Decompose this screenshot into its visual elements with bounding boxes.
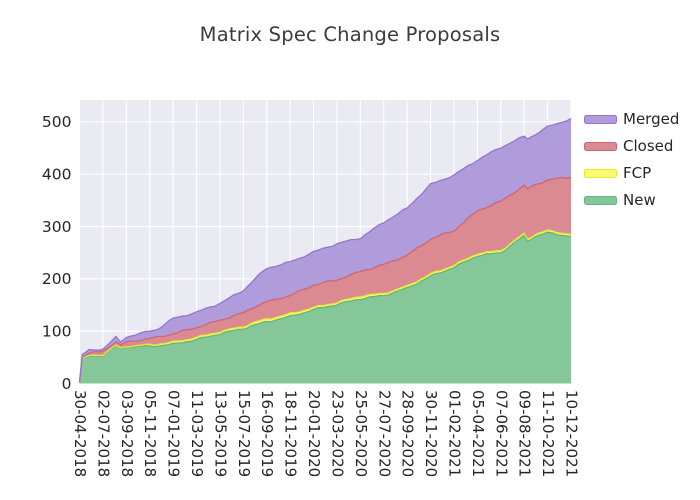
chart-title: Matrix Spec Change Proposals xyxy=(199,23,501,46)
x-tick-label: 18-11-2019 xyxy=(282,390,300,477)
legend-item-merged: Merged xyxy=(584,106,679,133)
x-tick-label: 15-07-2019 xyxy=(235,390,253,477)
y-tick-label: 100 xyxy=(42,322,72,340)
x-tick-label: 01-02-2021 xyxy=(445,390,463,477)
legend-swatch-closed-icon xyxy=(584,142,617,151)
x-tick-label: 03-09-2018 xyxy=(118,390,136,477)
legend-label-fcp: FCP xyxy=(623,164,652,182)
x-tick-label: 27-07-2020 xyxy=(375,390,393,477)
boundary-line-closed xyxy=(78,176,572,383)
x-tick-label: 28-09-2020 xyxy=(399,390,417,477)
legend-item-new: New xyxy=(584,187,679,214)
x-tick-label: 10-12-2021 xyxy=(563,390,581,477)
y-tick-label: 0 xyxy=(62,375,72,393)
legend-label-new: New xyxy=(623,191,656,209)
x-tick-label: 07-01-2019 xyxy=(165,390,183,477)
x-tick-label: 05-11-2018 xyxy=(141,390,159,477)
boundary-line-merged xyxy=(78,118,572,383)
legend-swatch-new-icon xyxy=(584,196,617,205)
x-tick-label: 13-05-2019 xyxy=(211,390,229,477)
x-tick-label: 16-09-2019 xyxy=(258,390,276,477)
legend-label-closed: Closed xyxy=(623,137,674,155)
x-tick-label: 02-07-2018 xyxy=(94,390,112,477)
x-tick-label: 30-04-2018 xyxy=(71,390,89,477)
y-tick-label: 400 xyxy=(42,165,72,183)
x-tick-label: 23-03-2020 xyxy=(328,390,346,477)
x-tick-label: 20-01-2020 xyxy=(305,390,323,477)
x-tick-label: 09-08-2021 xyxy=(516,390,534,477)
area-band-closed xyxy=(79,177,571,383)
legend-item-closed: Closed xyxy=(584,133,679,160)
x-tick-label: 30-11-2020 xyxy=(422,390,440,477)
x-tick-label: 25-05-2020 xyxy=(352,390,370,477)
x-tick-label: 11-03-2019 xyxy=(188,390,206,477)
y-tick-label: 200 xyxy=(42,270,72,288)
y-tick-label: 300 xyxy=(42,218,72,236)
area-band-merged xyxy=(79,118,571,383)
y-tick-label: 500 xyxy=(42,113,72,131)
x-tick-label: 11-10-2021 xyxy=(539,390,557,477)
legend: Merged Closed FCP New xyxy=(584,106,679,214)
x-tick-label: 05-04-2021 xyxy=(469,390,487,477)
legend-label-merged: Merged xyxy=(623,110,680,128)
boundary-line-new xyxy=(78,231,572,383)
boundary-line-fcp xyxy=(78,229,572,383)
legend-item-fcp: FCP xyxy=(584,160,679,187)
x-tick-label: 07-06-2021 xyxy=(492,390,510,477)
legend-swatch-merged-icon xyxy=(584,115,617,124)
legend-swatch-fcp-icon xyxy=(584,169,617,178)
